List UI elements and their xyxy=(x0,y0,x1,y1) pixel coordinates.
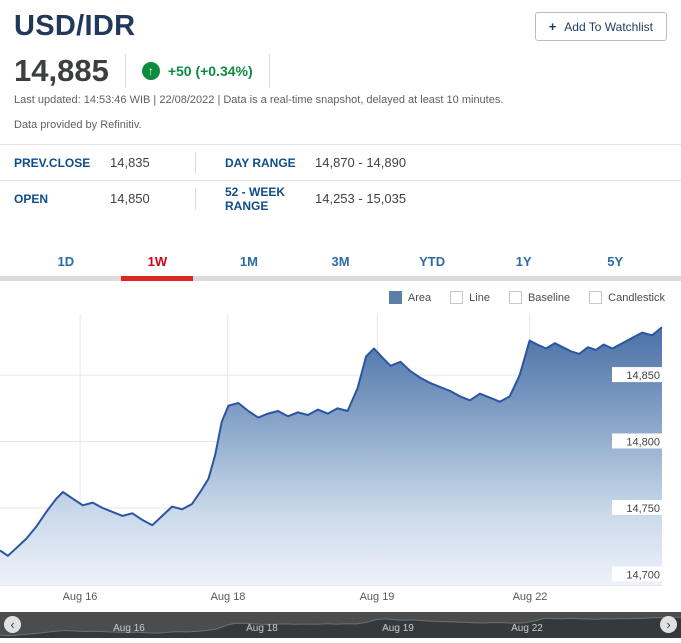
open-value: 14,850 xyxy=(110,191,150,206)
tab-1d[interactable]: 1D xyxy=(20,254,112,269)
navigator-scroll-right-button[interactable]: › xyxy=(660,616,677,633)
last-price: 14,885 xyxy=(14,53,109,88)
tab-1y[interactable]: 1Y xyxy=(478,254,570,269)
chart-type-candlestick[interactable]: Candlestick xyxy=(589,291,665,304)
column-divider xyxy=(195,151,196,174)
active-tab-indicator xyxy=(121,276,194,281)
chart-type-legend: Area Line Baseline Candlestick xyxy=(0,281,681,308)
up-arrow-icon: ↑ xyxy=(141,62,160,80)
svg-text:14,800: 14,800 xyxy=(626,437,660,449)
column-divider xyxy=(195,187,196,210)
page-title: USD/IDR xyxy=(14,10,136,42)
chart-module: 1D 1W 1M 3M YTD 1Y 5Y Area Line Baseline xyxy=(0,246,681,638)
svg-text:Aug 19: Aug 19 xyxy=(360,591,395,603)
prev-close-label: PREV.CLOSE xyxy=(14,155,91,170)
chart-type-line[interactable]: Line xyxy=(450,291,490,304)
day-range-label: DAY RANGE xyxy=(225,155,296,170)
open-label: OPEN xyxy=(14,191,49,206)
prev-close-value: 14,835 xyxy=(110,155,150,170)
chart-type-baseline[interactable]: Baseline xyxy=(508,291,571,304)
summary-row-1: PREV.CLOSE 14,835 DAY RANGE 14,870 - 14,… xyxy=(0,144,681,180)
tab-ytd[interactable]: YTD xyxy=(386,254,478,269)
svg-text:Aug 16: Aug 16 xyxy=(63,591,98,603)
quote-summary-table: PREV.CLOSE 14,835 DAY RANGE 14,870 - 14,… xyxy=(0,144,681,216)
add-to-watchlist-label: Add To Watchlist xyxy=(564,19,653,34)
svg-text:Aug 22: Aug 22 xyxy=(511,623,543,634)
vertical-divider xyxy=(124,54,126,88)
checkbox-filled-icon xyxy=(388,291,402,304)
price-chart[interactable]: 14,850 14,800 14,750 14,700 Aug 16 Aug 18 Aug … xyxy=(0,308,681,604)
summary-row-2: OPEN 14,850 52 - WEEK RANGE 14,253 - 15,… xyxy=(0,180,681,216)
svg-text:Aug 18: Aug 18 xyxy=(246,623,278,634)
chart-type-candlestick-label: Candlestick xyxy=(608,291,665,304)
tabs-underline xyxy=(0,276,681,281)
tab-3m[interactable]: 3M xyxy=(295,254,387,269)
chart-type-area[interactable]: Area xyxy=(388,291,432,304)
svg-text:Aug 16: Aug 16 xyxy=(113,623,145,634)
svg-text:Aug 22: Aug 22 xyxy=(513,591,548,603)
price-row: 14,885 ↑ +50 (+0.34%) xyxy=(0,42,681,88)
chart-type-area-label: Area xyxy=(407,291,432,304)
page-header: USD/IDR + Add To Watchlist xyxy=(0,0,681,42)
navigator-minichart[interactable]: Aug 16 Aug 18 Aug 19 Aug 22 xyxy=(0,612,681,638)
price-chart-area: 14,850 14,800 14,750 14,700 Aug 16 Aug 18 Aug … xyxy=(0,308,681,604)
tab-5y[interactable]: 5Y xyxy=(569,254,661,269)
add-to-watchlist-button[interactable]: + Add To Watchlist xyxy=(534,12,667,41)
tab-1w[interactable]: 1W xyxy=(112,254,204,269)
plus-icon: + xyxy=(548,19,557,34)
week52-range-value: 14,253 - 15,035 xyxy=(315,191,407,206)
svg-text:14,850: 14,850 xyxy=(626,370,660,382)
price-change-text: +50 (+0.34%) xyxy=(167,63,253,79)
svg-text:14,750: 14,750 xyxy=(626,503,660,515)
vertical-divider xyxy=(268,54,270,88)
day-range-value: 14,870 - 14,890 xyxy=(315,155,407,170)
chart-navigator[interactable]: Aug 16 Aug 18 Aug 19 Aug 22 ‹ › xyxy=(0,612,681,638)
last-updated-text: Last updated: 14:53:46 WIB | 22/08/2022 … xyxy=(14,94,504,106)
checkbox-empty-icon xyxy=(508,291,522,304)
data-provider-text: Data provided by Refinitiv. xyxy=(14,119,142,131)
svg-text:Aug 19: Aug 19 xyxy=(382,623,414,634)
range-tabs: 1D 1W 1M 3M YTD 1Y 5Y xyxy=(0,246,681,276)
week52-range-label: 52 - WEEK RANGE xyxy=(225,184,286,213)
checkbox-empty-icon xyxy=(589,291,603,304)
svg-text:Aug 18: Aug 18 xyxy=(211,591,246,603)
checkbox-empty-icon xyxy=(450,291,464,304)
price-change-badge: ↑ +50 (+0.34%) xyxy=(141,62,253,80)
tab-1m[interactable]: 1M xyxy=(203,254,295,269)
chart-type-line-label: Line xyxy=(469,291,490,304)
navigator-scroll-left-button[interactable]: ‹ xyxy=(4,616,21,633)
quote-meta: Last updated: 14:53:46 WIB | 22/08/2022 … xyxy=(0,94,681,144)
chart-type-baseline-label: Baseline xyxy=(527,291,571,304)
svg-text:14,700: 14,700 xyxy=(626,569,660,581)
